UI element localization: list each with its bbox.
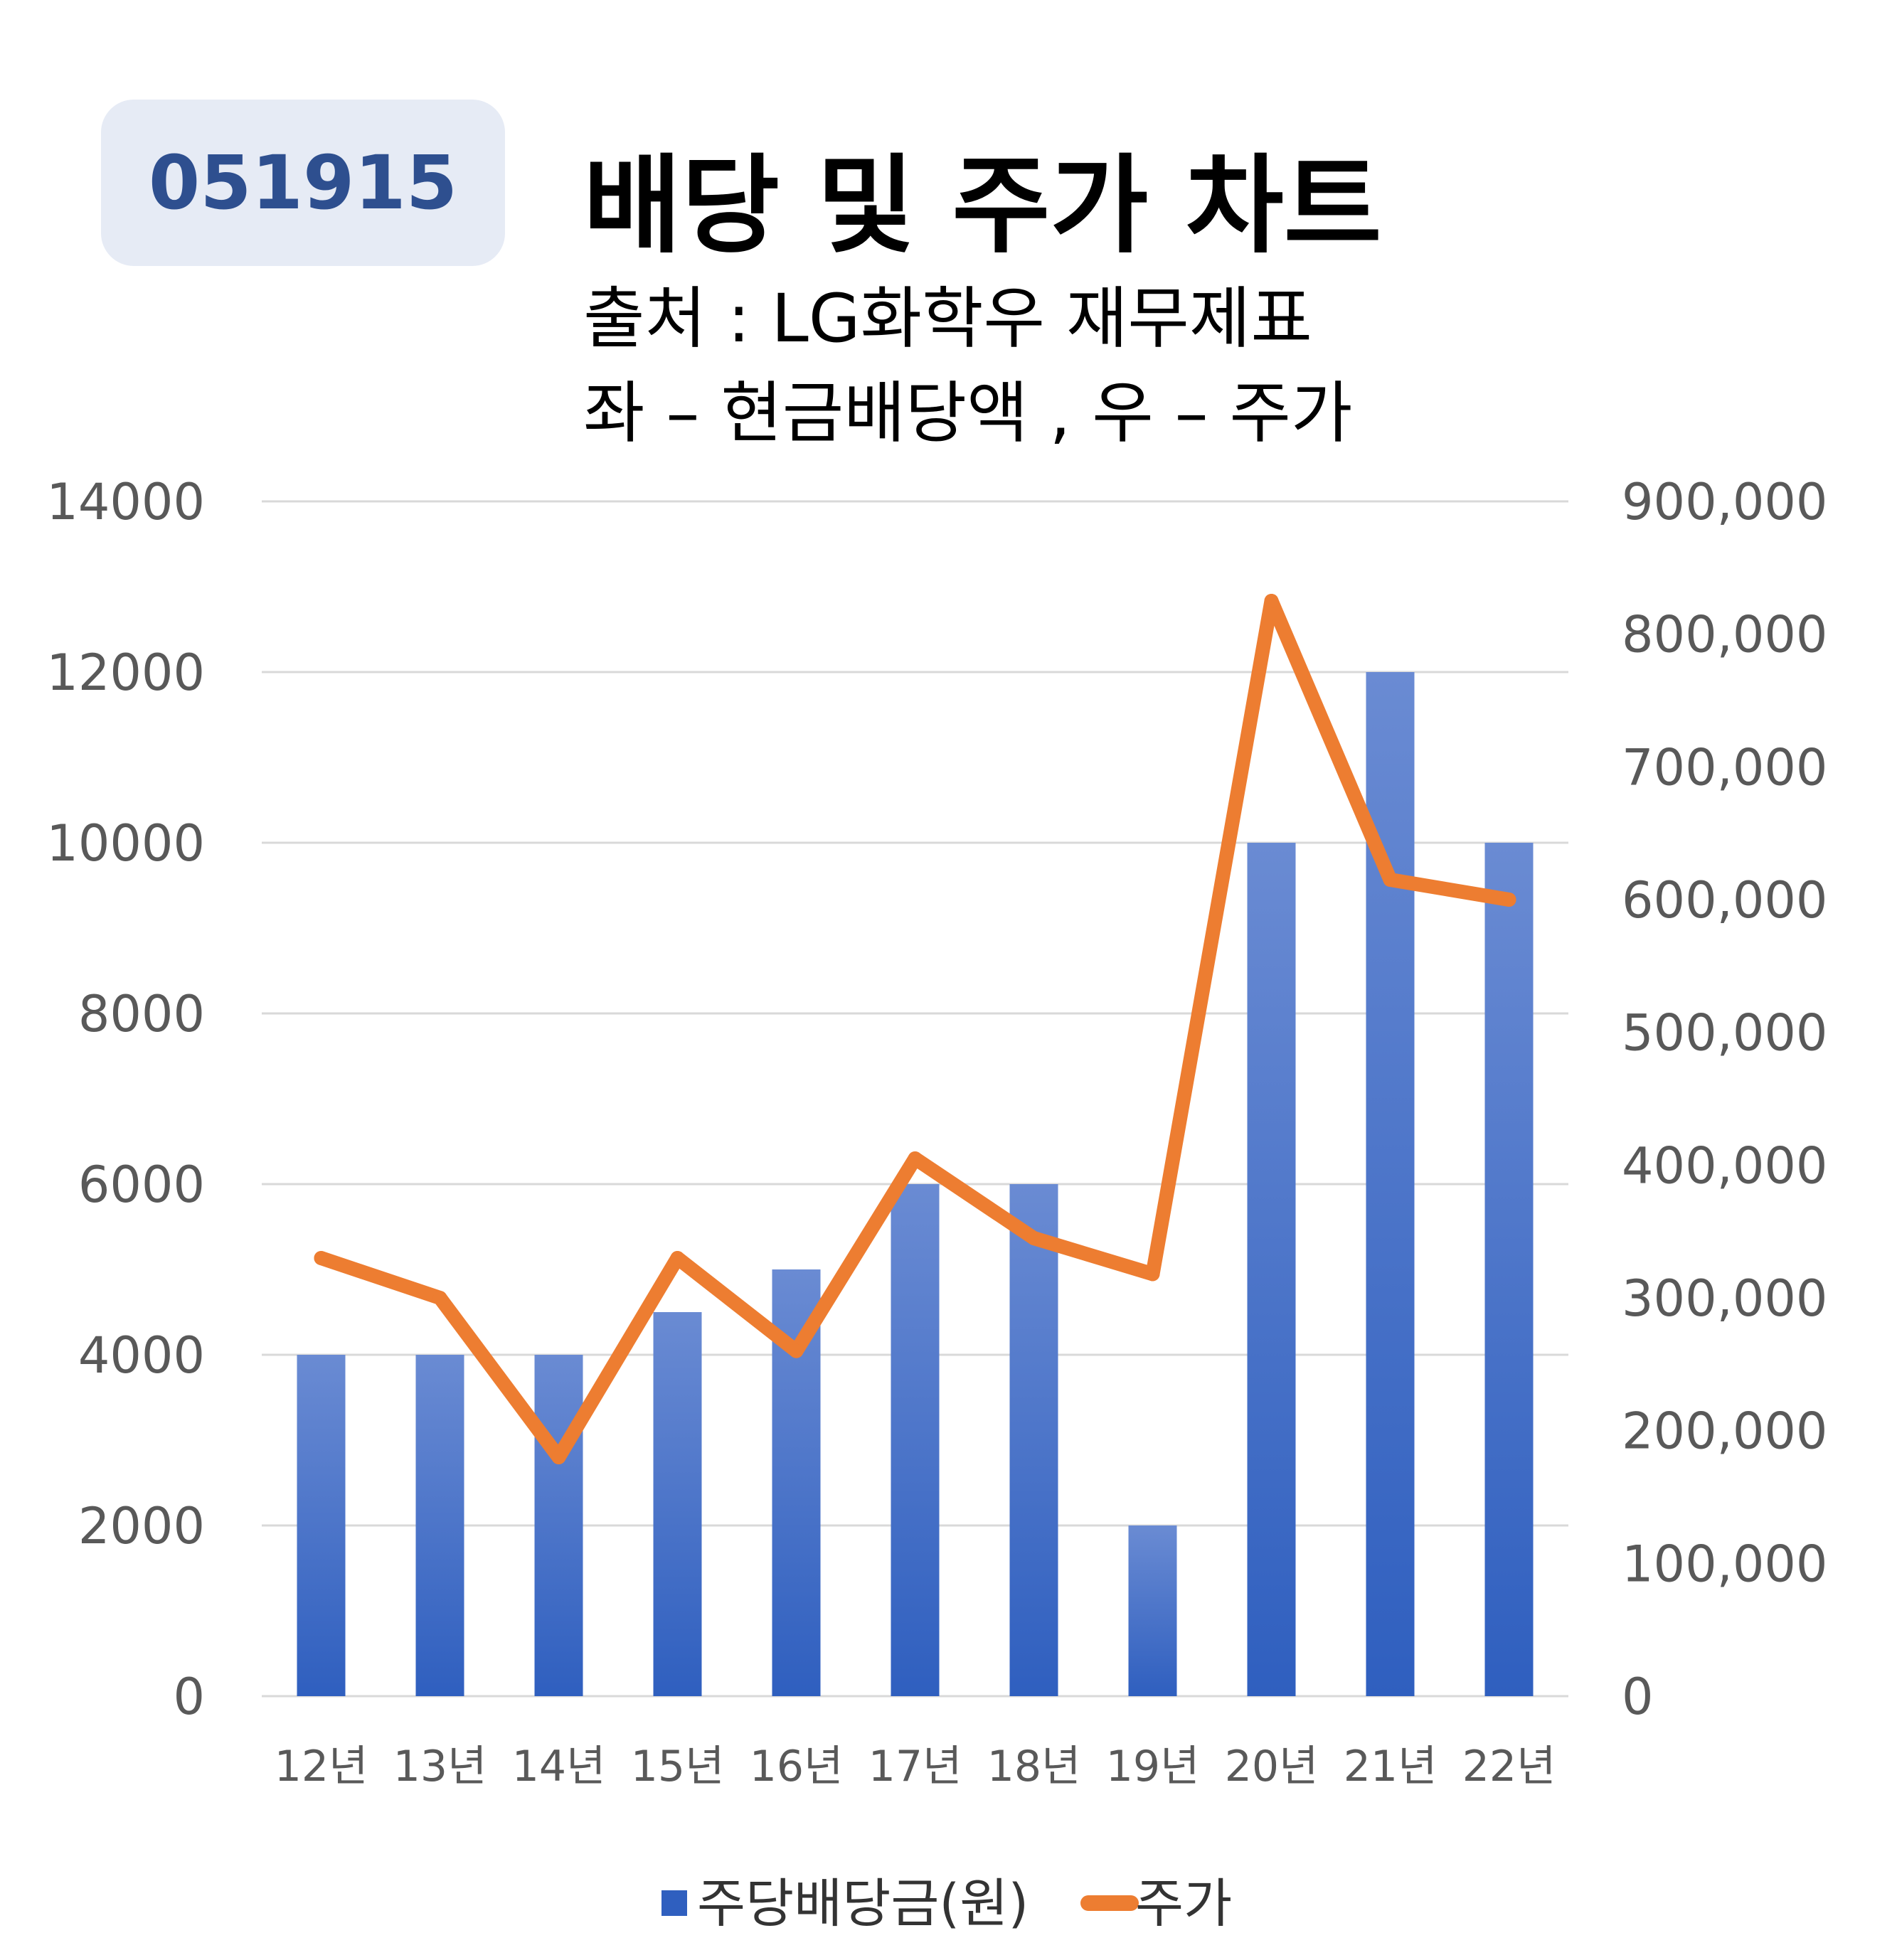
left-axis-tick-label: 2000 — [78, 1497, 205, 1555]
x-axis-tick-label: 15년 — [631, 1742, 725, 1791]
ticker-badge: 051915 — [101, 100, 505, 266]
dividend-bar — [653, 1312, 702, 1696]
dividend-bar — [1128, 1525, 1177, 1696]
dividend-bar — [1009, 1184, 1058, 1696]
price-point — [789, 1343, 804, 1358]
price-point — [1383, 873, 1398, 887]
legend-bar-swatch — [661, 1890, 687, 1916]
left-axis-tick-label: 4000 — [78, 1326, 205, 1385]
left-axis-tick-label: 12000 — [46, 644, 205, 702]
x-axis-tick-label: 14년 — [512, 1742, 606, 1791]
right-y-axis: 0 100,000 200,000 300,000 400,000 500,000 600,… — [1622, 473, 1827, 1726]
dividend-bar — [534, 1355, 583, 1696]
dividend-bars — [297, 672, 1534, 1696]
legend: 주당배당금(원) 주가 — [661, 1873, 1232, 1934]
x-axis-tick-label: 17년 — [868, 1742, 962, 1791]
x-axis-tick-label: 21년 — [1344, 1742, 1438, 1791]
dividend-bar — [891, 1184, 940, 1696]
x-axis-tick-label: 13년 — [393, 1742, 487, 1791]
x-axis-tick-label: 22년 — [1462, 1742, 1556, 1791]
right-axis-tick-label: 700,000 — [1622, 738, 1827, 797]
left-axis-tick-label: 10000 — [46, 814, 205, 873]
left-axis-tick-label: 0 — [173, 1668, 205, 1726]
price-point — [551, 1450, 566, 1464]
ticker-code: 051915 — [148, 139, 458, 226]
right-axis-tick-label: 900,000 — [1622, 473, 1827, 531]
dividend-bar — [415, 1355, 464, 1696]
right-axis-tick-label: 300,000 — [1622, 1269, 1827, 1328]
chart-title: 배당 및 주가 차트 — [583, 144, 1382, 268]
price-point — [1502, 893, 1516, 907]
legend-line-label: 주가 — [1135, 1873, 1232, 1934]
chart-subtitle-axes: 좌 – 현금배당액 , 우 – 주가 — [583, 375, 1353, 452]
right-axis-tick-label: 0 — [1622, 1668, 1654, 1726]
right-axis-tick-label: 400,000 — [1622, 1136, 1827, 1195]
x-axis-tick-label: 12년 — [275, 1742, 368, 1791]
x-axis: 12년 13년 14년 15년 16년 17년 18년 19년 20년 21년 22년 — [275, 1742, 1556, 1791]
dividend-bar — [1484, 843, 1534, 1696]
price-point — [1145, 1267, 1160, 1282]
x-axis-tick-label: 19년 — [1106, 1742, 1200, 1791]
x-axis-tick-label: 16년 — [750, 1742, 844, 1791]
price-point — [314, 1251, 329, 1265]
price-point — [432, 1291, 447, 1305]
price-point — [1264, 594, 1279, 608]
legend-bar-label: 주당배당금(원) — [697, 1873, 1029, 1934]
chart-subtitle-source: 출처 : LG화학우 재무제표 — [583, 280, 1312, 358]
x-axis-tick-label: 20년 — [1225, 1742, 1319, 1791]
left-axis-tick-label: 14000 — [46, 473, 205, 531]
right-axis-tick-label: 100,000 — [1622, 1535, 1827, 1593]
right-axis-tick-label: 600,000 — [1622, 871, 1827, 930]
price-line-series — [314, 594, 1516, 1464]
dividend-bar — [1247, 843, 1296, 1696]
price-point — [908, 1151, 923, 1166]
right-axis-tick-label: 500,000 — [1622, 1004, 1827, 1062]
left-y-axis: 0 2000 4000 6000 8000 10000 12000 14000 — [46, 473, 205, 1726]
x-axis-tick-label: 18년 — [987, 1742, 1081, 1791]
left-axis-tick-label: 8000 — [78, 985, 205, 1043]
price-point — [1026, 1231, 1041, 1245]
dividend-bar — [297, 1355, 346, 1696]
price-point — [670, 1251, 685, 1265]
right-axis-tick-label: 200,000 — [1622, 1402, 1827, 1461]
left-axis-tick-label: 6000 — [78, 1156, 205, 1214]
right-axis-tick-label: 800,000 — [1622, 606, 1827, 664]
